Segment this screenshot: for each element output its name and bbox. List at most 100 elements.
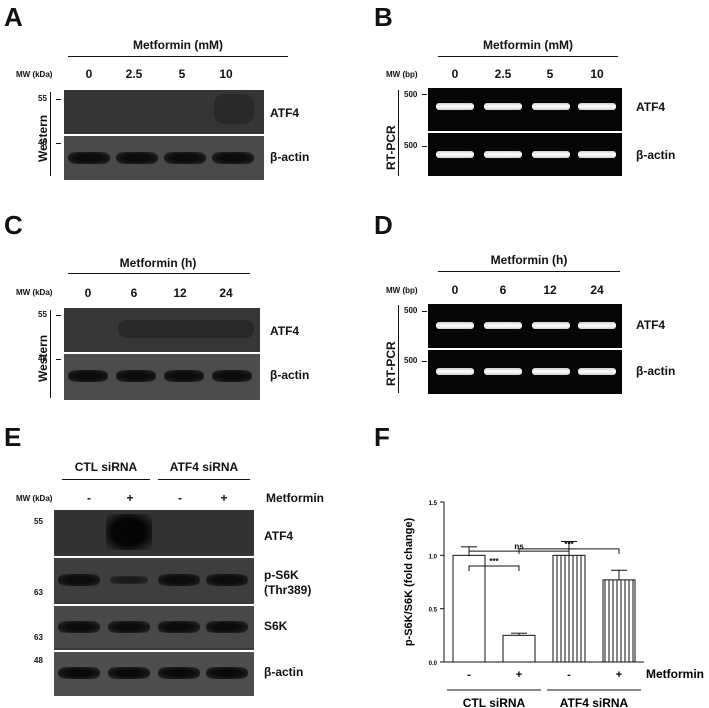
bar [502,634,536,663]
panel-e-group-atf4: ATF4 siRNA [169,460,239,474]
panel-b-method-line [398,90,399,176]
panel-e-row-ps6k: p-S6K [264,568,299,582]
panel-c-header: Metformin (h) [119,256,197,270]
panel-e-lane-2: + [126,491,134,505]
panel-e-marker-4: 48 [34,656,43,665]
panel-b-header-rule [438,56,618,57]
panel-e-lane-3: - [178,491,182,505]
panel-e-blot [54,510,254,696]
panel-e-row-s6k: S6K [264,619,288,633]
panel-c-lane-4: 24 [219,286,233,300]
panel-e-lane-1: - [87,491,91,505]
panel-b-lane-1: 0 [451,67,459,81]
panel-a-lane-1: 0 [85,67,93,81]
panel-d-letter: D [374,210,393,240]
significance-label: *** [489,557,499,566]
panel-a-blot [64,90,264,180]
bar [602,579,636,663]
panel-d-header-rule [438,271,620,272]
y-tick-label: 0.5 [429,608,438,614]
panel-b-lane-4: 10 [590,67,604,81]
y-axis-label: p-S6K/S6K (fold change) [403,517,415,646]
panel-e-marker-1: 55 [34,517,43,526]
panel-e-group-ctl: CTL siRNA [74,460,138,474]
panel-d-header: Metformin (h) [490,253,568,267]
x-tick-label: - [567,669,571,681]
group-label: ATF4 siRNA [560,696,629,708]
panel-f-chart: 0.0 0.5 1.0 1.5 p-S6K/S6K (fold change) *** n… [403,501,704,708]
panel-c-marker-1: 55 [38,310,47,319]
panel-e-treatment: Metformin [266,491,324,505]
panel-a-letter: A [4,2,23,32]
y-tick-label: 1.0 [429,554,438,560]
panel-a-method-line [50,92,51,176]
panel-c-header-rule [68,273,250,274]
panel-a-row-bactin: β-actin [270,150,310,164]
panel-d-lane-3: 12 [543,283,557,297]
panel-d-method-label: RT-PCR [384,341,398,386]
panel-d-lane-4: 24 [590,283,604,297]
panel-d-mw-label: MW (bp) [386,286,418,295]
panel-d-method-line [398,305,399,393]
panel-b-letter: B [374,2,393,32]
panel-e-row-bactin: β-actin [264,665,304,679]
significance-bracket [468,565,520,571]
panel-b-row-atf4: ATF4 [636,100,666,114]
group-label: CTL siRNA [463,696,526,708]
panel-c-method-line [50,310,51,398]
panel-d-row-bactin: β-actin [636,364,676,378]
bar [452,554,486,663]
panel-a-header-rule [68,56,288,57]
panel-b-mw-label: MW (bp) [386,70,418,79]
x-tick-label: - [467,669,471,681]
panel-f-letter: F [374,422,390,452]
x-tick-label: + [516,669,522,681]
panel-d-lane-2: 6 [499,283,507,297]
treatment-label: Metformin [646,667,704,681]
panel-c-lane-3: 12 [173,286,187,300]
significance-label: ns [514,542,524,551]
panel-c-row-atf4: ATF4 [270,324,300,338]
panel-c-letter: C [4,210,23,240]
panel-e-marker-2: 63 [34,588,43,597]
panel-a-lane-4: 10 [219,67,233,81]
panel-b-lane-2: 2.5 [494,67,512,81]
x-tick-label: + [616,669,622,681]
panel-c-lane-2: 6 [130,286,138,300]
panel-c-row-bactin: β-actin [270,368,310,382]
panel-a-marker-2: 48 [38,138,47,147]
panel-d-lane-1: 0 [451,283,459,297]
panel-d-marker-1: 500 [404,306,418,315]
panel-b-marker-2: 500 [404,141,418,150]
panel-b-gel [428,88,622,176]
panel-d-marker-2: 500 [404,356,418,365]
significance-bracket [518,548,620,554]
panel-a-marker-1: 55 [38,94,47,103]
panel-a-row-atf4: ATF4 [270,106,300,120]
panel-c-marker-2: 48 [38,354,47,363]
panel-a-mw-label: MW (kDa) [16,70,53,79]
panel-e-row-atf4: ATF4 [264,529,294,543]
panel-c-lane-1: 0 [84,286,92,300]
panel-a-lane-2: 2.5 [125,67,143,81]
panel-d-gel [428,304,622,394]
panel-d-row-atf4: ATF4 [636,318,666,332]
panel-b-method-label: RT-PCR [384,125,398,170]
panel-e-lane-4: + [220,491,228,505]
panel-e-marker-3: 63 [34,633,43,642]
panel-c-mw-label: MW (kDa) [16,288,53,297]
panel-b-header: Metformin (mM) [483,38,573,52]
panel-a-lane-3: 5 [178,67,186,81]
panel-b-row-bactin: β-actin [636,148,676,162]
panel-b-lane-3: 5 [546,67,554,81]
bar [552,554,586,663]
y-tick-label: 1.5 [429,501,438,507]
y-tick-label: 0.0 [429,661,438,667]
panel-c-blot [64,308,260,400]
panel-e-mw-label: MW (kDa) [16,494,53,503]
significance-label: *** [564,540,574,549]
panel-e-letter: E [4,422,22,452]
panel-b-marker-1: 500 [404,90,418,99]
panel-e-row-ps6k-site: (Thr389) [264,583,312,597]
panel-a-header: Metformin (mM) [133,38,223,52]
